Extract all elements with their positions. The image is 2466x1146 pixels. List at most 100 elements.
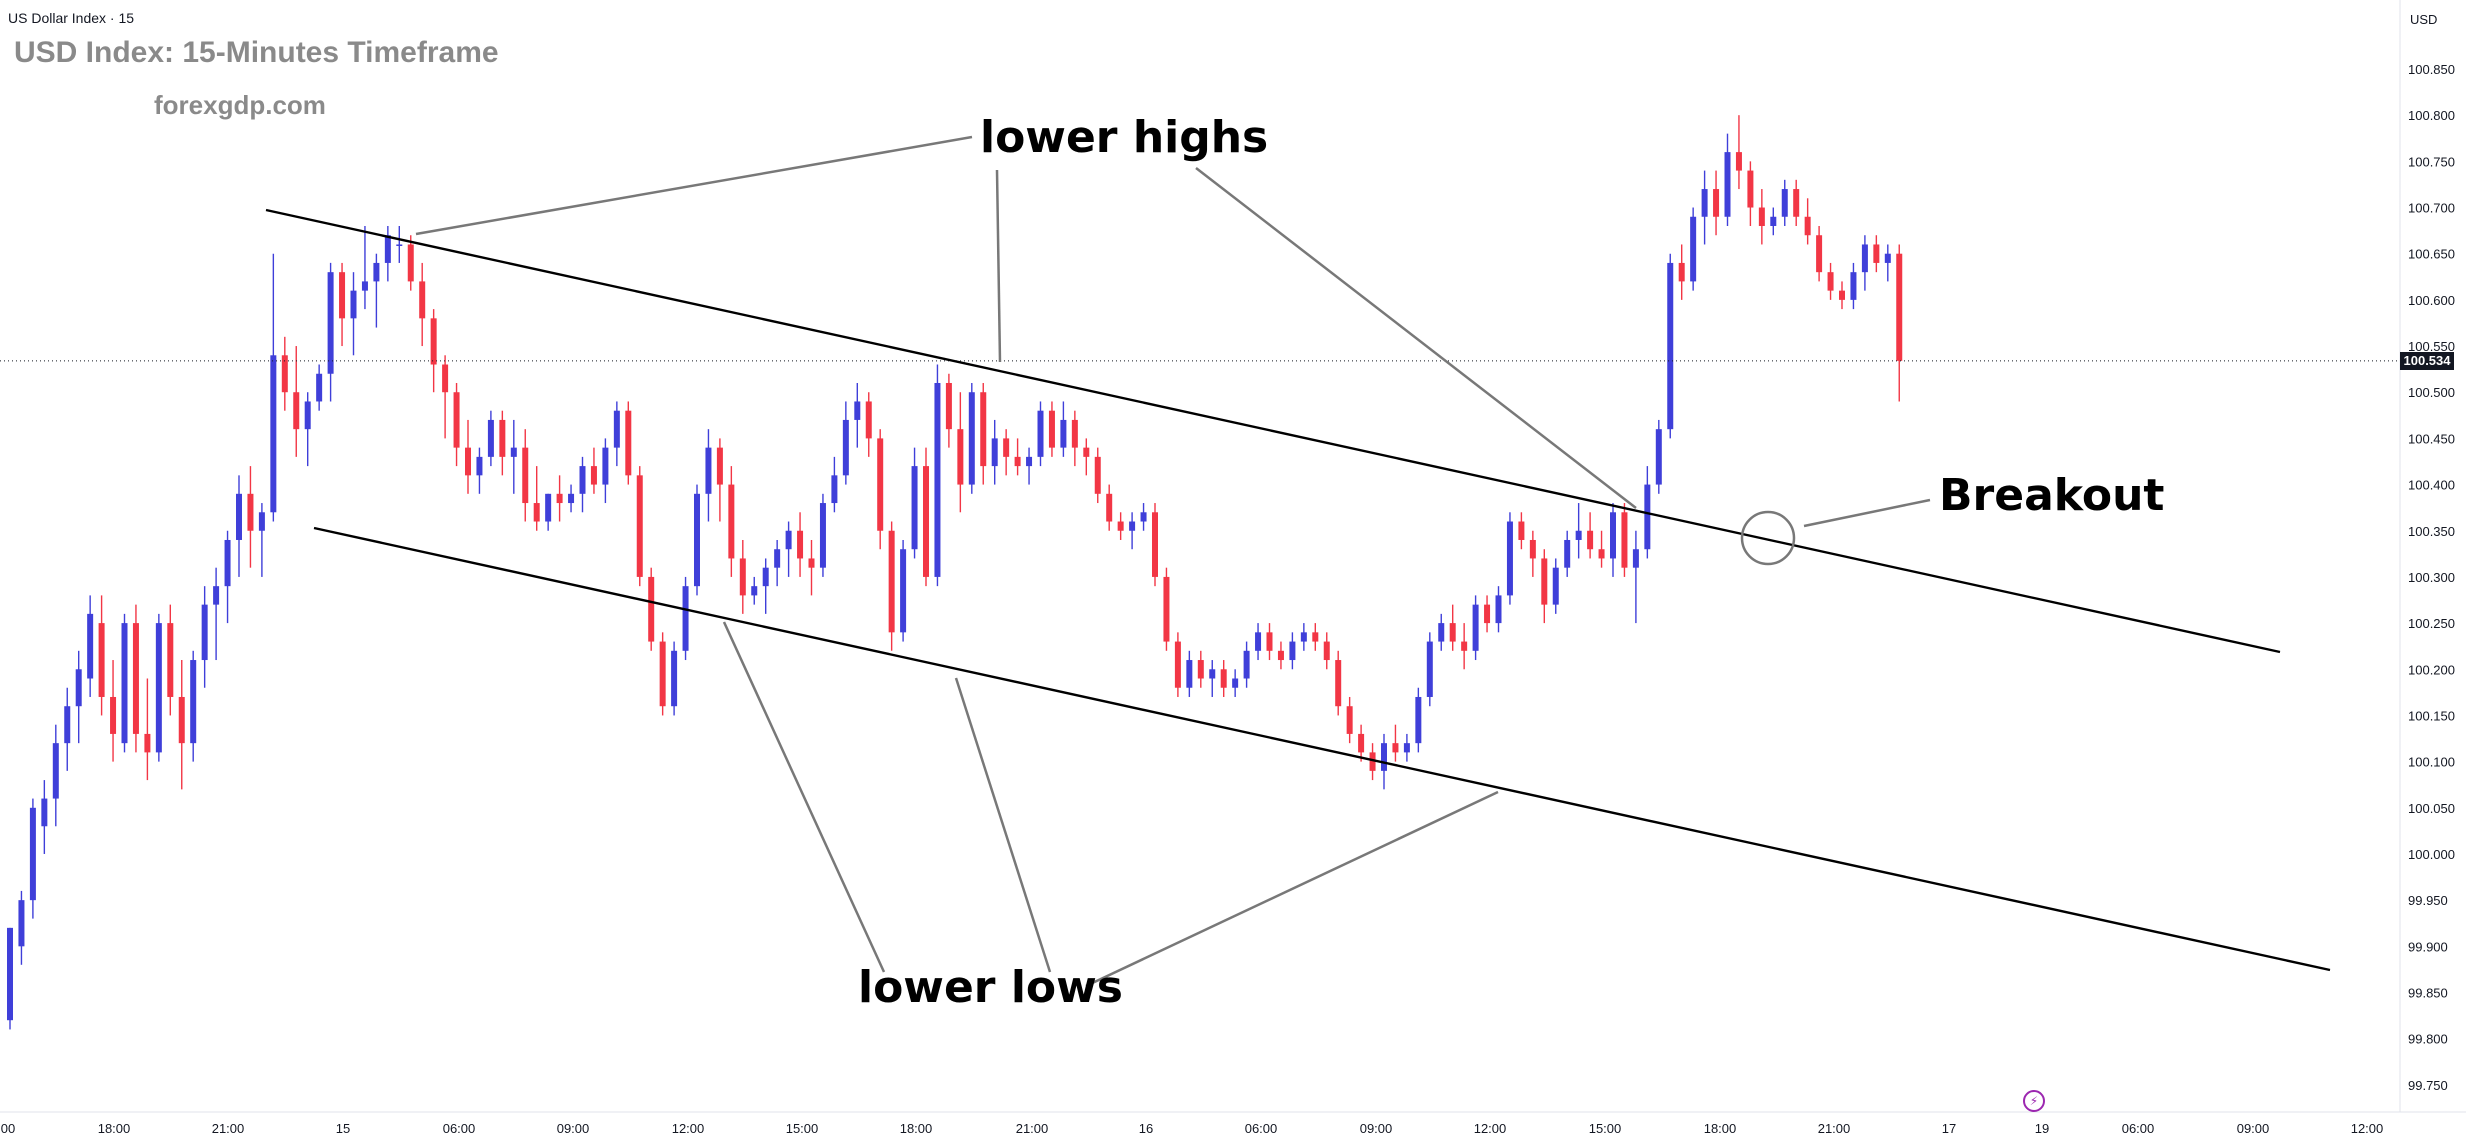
candle-body (1518, 521, 1525, 540)
candle-body (1300, 632, 1307, 642)
candle-body (407, 244, 414, 282)
candle-body (396, 244, 403, 246)
candle-body (945, 382, 952, 430)
y-tick-label: 99.950 (2408, 893, 2448, 908)
candle-body (522, 447, 529, 504)
lower-lows-pointer-3 (1085, 790, 1499, 988)
candle-body (29, 807, 36, 901)
candle-body (1713, 189, 1720, 217)
candle-body (774, 549, 781, 568)
candle-body (1415, 696, 1422, 744)
x-tick-label: 09:00 (1360, 1121, 1393, 1136)
lightning-icon[interactable]: ⚡ (2023, 1090, 2045, 1112)
x-tick-label: 15:00 (1589, 1121, 1622, 1136)
candle-body (1724, 152, 1731, 217)
currency-label: USD (2410, 12, 2438, 27)
candle-body (613, 410, 620, 448)
candle-body (361, 281, 368, 291)
candle-body (648, 576, 655, 642)
candle-body (442, 364, 449, 393)
candle-body (671, 650, 678, 707)
y-tick-label: 100.450 (2408, 431, 2455, 446)
candle-body (1678, 262, 1685, 282)
x-tick-label: 17 (1942, 1121, 1956, 1136)
candle-body (1048, 410, 1055, 448)
candle-body (224, 539, 231, 587)
candle-body (1632, 549, 1639, 568)
y-tick-label: 100.050 (2408, 801, 2455, 816)
candle-body (957, 429, 964, 485)
x-tick-label: 15:00 (786, 1121, 819, 1136)
candle-body (1094, 456, 1101, 494)
candle-body (1220, 669, 1227, 688)
x-tick-label: 06:00 (443, 1121, 476, 1136)
symbol-label: US Dollar Index · 15 (8, 10, 135, 26)
candle-body (1140, 512, 1147, 522)
candle-body (1060, 419, 1067, 448)
candle-body (1381, 743, 1387, 771)
candle-body (190, 660, 197, 744)
candle-body (64, 706, 71, 744)
candle-body (1747, 170, 1754, 208)
y-tick-label: 100.850 (2408, 62, 2455, 77)
candle-body (1472, 604, 1479, 651)
candle-body (327, 272, 334, 374)
candle-body (144, 733, 151, 753)
candle-body (1816, 235, 1823, 273)
candle-body (1667, 262, 1674, 430)
candle-body (865, 401, 872, 439)
y-tick-label: 100.400 (2408, 478, 2455, 493)
candle-body (1037, 410, 1044, 457)
candle-body (1701, 189, 1708, 217)
candle-body (1129, 521, 1136, 531)
candle-body (52, 743, 59, 799)
y-tick-label: 100.200 (2408, 662, 2455, 677)
y-tick-label: 100.600 (2408, 293, 2455, 308)
candle-body (1392, 743, 1399, 753)
candle-body (87, 613, 94, 679)
candle-body (819, 503, 826, 568)
candle-body (716, 447, 723, 485)
candle-body (625, 410, 632, 476)
candle-body (1323, 641, 1330, 661)
candle-body (911, 466, 918, 550)
candle-body (510, 447, 517, 457)
candle-body (694, 493, 700, 587)
candle-body (75, 669, 82, 707)
candle-body (1552, 567, 1559, 605)
candle-body (1850, 272, 1857, 300)
candle-body (121, 623, 128, 744)
y-tick-label: 100.700 (2408, 201, 2455, 216)
candle-body (1335, 660, 1342, 707)
candle-body (751, 586, 758, 596)
candle-body (1014, 456, 1021, 467)
price-axis: 100.850 100.800 100.750 100.700 100.650 100.6… (0, 0, 2466, 1113)
y-tick-label: 99.750 (2408, 1078, 2448, 1093)
candle-body (705, 447, 712, 494)
y-tick-label: 100.800 (2408, 108, 2455, 123)
candle-body (1163, 576, 1170, 642)
y-tick-label: 100.350 (2408, 524, 2455, 539)
candle-body (1564, 539, 1571, 568)
y-tick-label: 100.500 (2408, 385, 2455, 400)
candle-body (1735, 152, 1742, 171)
last-price-tag: 100.534 (2400, 352, 2454, 370)
x-tick-label: 12:00 (672, 1121, 705, 1136)
candle-body (1896, 253, 1903, 361)
candle-body (728, 484, 735, 559)
candle-body (258, 512, 265, 531)
candle-body (293, 392, 300, 430)
lower-lows-pointer-1 (722, 621, 886, 973)
x-tick-label: 15 (336, 1121, 350, 1136)
candle-body (556, 493, 563, 504)
lower-lows-label: lower lows (858, 962, 1123, 1013)
candle-body (247, 493, 254, 531)
candle-body (236, 493, 242, 540)
candle-body (1358, 733, 1365, 753)
candle-body (1506, 521, 1513, 596)
candle-body (1827, 272, 1834, 291)
candle-body (877, 438, 884, 531)
candle-body (1781, 189, 1788, 217)
x-tick-label: 18:00 (900, 1121, 933, 1136)
